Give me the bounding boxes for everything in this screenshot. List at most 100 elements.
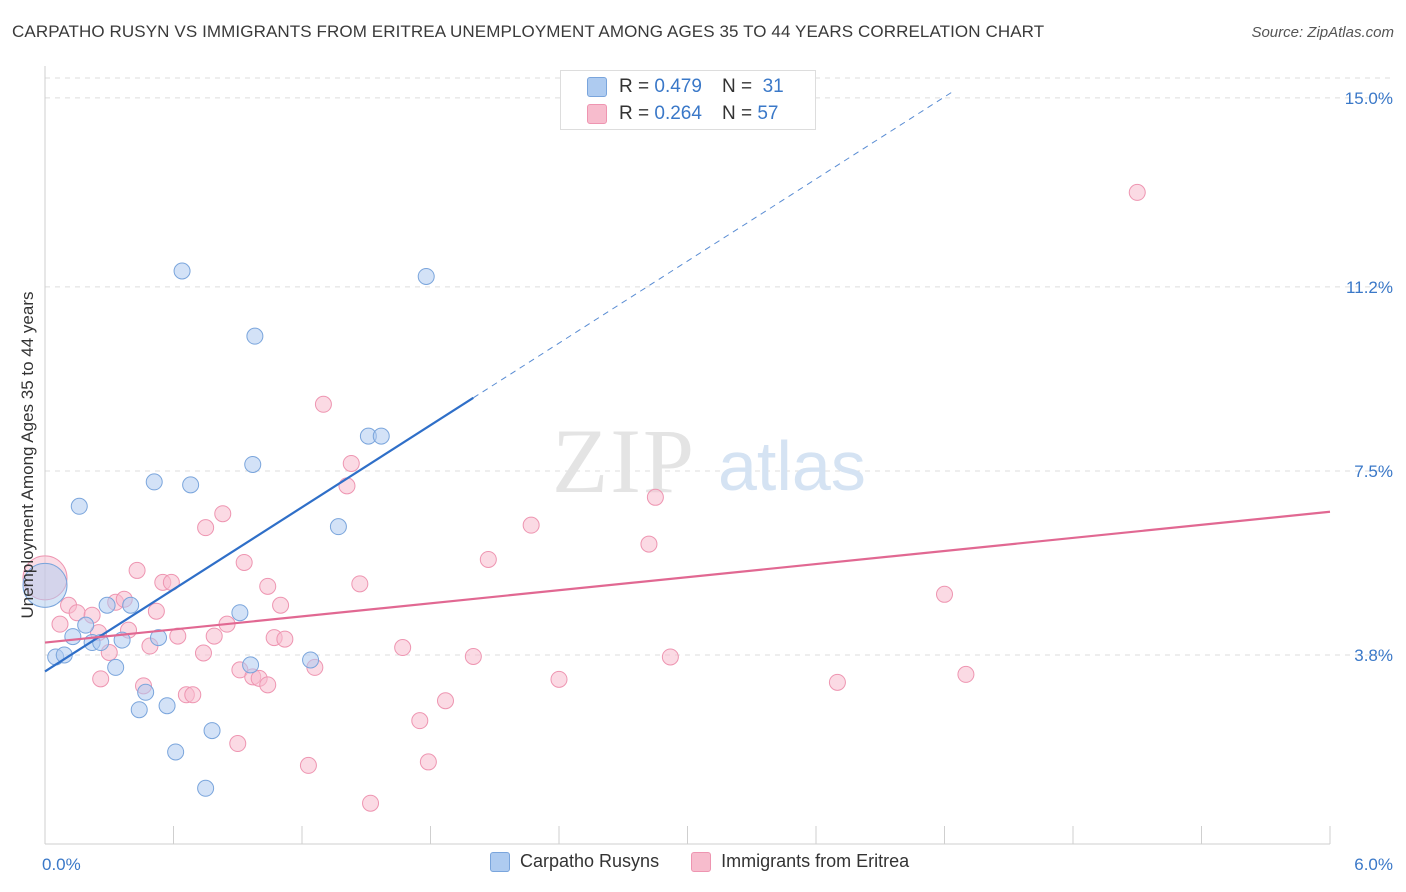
carpatho-point — [70, 497, 88, 515]
eritrea-point — [276, 630, 294, 648]
carpatho-point — [122, 596, 140, 614]
carpatho-point — [417, 267, 435, 285]
carpatho-point — [130, 701, 148, 719]
y-tick-label: 3.8% — [1354, 646, 1393, 665]
carpatho-point — [77, 616, 95, 634]
legend-n-label: N = — [721, 76, 753, 97]
eritrea-point — [828, 673, 846, 691]
eritrea-point — [1128, 183, 1146, 201]
y-tick-label: 15.0% — [1345, 89, 1393, 108]
carpatho-trend-extension — [473, 89, 956, 399]
carpatho-trend-line — [44, 396, 474, 673]
carpatho-point — [137, 683, 155, 701]
legend-row-carpatho: R = 0.479 N = 31 — [587, 75, 784, 99]
carpatho-point — [167, 743, 185, 761]
carpatho-point — [158, 697, 176, 715]
carpatho-point — [246, 327, 264, 345]
eritrea-point — [342, 454, 360, 472]
legend-r-value: 0.264 — [654, 103, 702, 124]
eritrea-point — [197, 519, 215, 537]
eritrea-point — [147, 602, 165, 620]
y-tick-label: 11.2% — [1346, 278, 1393, 297]
legend-n-label: N = — [721, 103, 753, 124]
legend-item-carpatho: Carpatho Rusyns — [490, 851, 659, 872]
legend-label-carpatho: Carpatho Rusyns — [520, 851, 660, 871]
eritrea-point — [259, 577, 277, 595]
eritrea-point — [92, 670, 110, 688]
eritrea-point — [436, 692, 454, 710]
legend-swatch-pink — [691, 851, 712, 872]
eritrea-point — [646, 488, 664, 506]
eritrea-point — [235, 553, 253, 571]
carpatho-point — [231, 604, 249, 622]
correlation-legend: R = 0.479 N = 31 R = 0.264 N = 57 — [560, 70, 816, 130]
legend-label-eritrea: Immigrants from Eritrea — [721, 851, 910, 871]
carpatho-point — [98, 596, 116, 614]
carpatho-point — [244, 455, 262, 473]
carpatho-point — [242, 656, 260, 674]
eritrea-point — [314, 395, 332, 413]
eritrea-point — [479, 550, 497, 568]
carpatho-point — [22, 562, 68, 608]
legend-n-value: 57 — [757, 103, 779, 124]
eritrea-point — [351, 575, 369, 593]
watermark-zip: ZIP — [552, 410, 696, 512]
x-tick-label: 0.0% — [42, 855, 81, 874]
carpatho-point — [197, 779, 215, 797]
watermark-atlas: atlas — [718, 427, 866, 505]
carpatho-point — [145, 473, 163, 491]
legend-r-label: R = — [619, 103, 650, 124]
eritrea-point — [394, 639, 412, 657]
eritrea-point — [214, 505, 232, 523]
eritrea-point — [184, 686, 202, 704]
eritrea-point — [362, 794, 380, 812]
eritrea-point — [229, 735, 247, 753]
carpatho-point — [329, 518, 347, 536]
eritrea-point — [661, 648, 679, 666]
eritrea-point — [259, 676, 277, 694]
legend-swatch-blue — [587, 77, 607, 97]
axes — [44, 66, 1331, 845]
legend-swatch-blue — [490, 851, 510, 872]
eritrea-point — [51, 615, 69, 633]
legend-r-label: R = — [619, 76, 650, 97]
series-carpatho-points — [22, 262, 435, 797]
eritrea-point — [419, 753, 437, 771]
eritrea-point — [464, 647, 482, 665]
tick-labels: 3.8% 7.5% 11.2% 15.0% 0.0% 6.0% — [42, 89, 1393, 874]
source-label: Source: ZipAtlas.com — [1251, 24, 1394, 41]
y-axis-label: Unemployment Among Ages 35 to 44 years — [18, 291, 37, 619]
eritrea-point — [411, 712, 429, 730]
y-tick-label: 7.5% — [1354, 462, 1393, 481]
carpatho-point — [372, 427, 390, 445]
eritrea-trend-line — [44, 510, 1331, 644]
series-eritrea-points — [22, 183, 1146, 812]
legend-row-eritrea: R = 0.264 N = 57 — [587, 102, 778, 126]
x-tick-label: 6.0% — [1354, 855, 1393, 874]
eritrea-point — [272, 596, 290, 614]
trend-lines — [44, 89, 1331, 673]
eritrea-point — [128, 561, 146, 579]
eritrea-point — [194, 644, 212, 662]
carpatho-point — [107, 658, 125, 676]
legend-swatch-pink — [587, 104, 607, 124]
legend-n-value: 31 — [762, 76, 784, 97]
eritrea-point — [205, 627, 223, 645]
carpatho-point — [150, 629, 168, 647]
carpatho-point — [173, 262, 191, 280]
eritrea-point — [299, 756, 317, 774]
eritrea-point — [936, 585, 953, 603]
eritrea-point — [550, 670, 568, 688]
legend-item-eritrea: Immigrants from Eritrea — [691, 851, 909, 872]
eritrea-point — [640, 535, 658, 553]
carpatho-point — [203, 722, 221, 740]
watermark: ZIP atlas — [552, 410, 866, 512]
series-legend: Carpatho Rusyns Immigrants from Eritrea — [490, 851, 941, 872]
legend-r-value: 0.479 — [654, 76, 702, 97]
eritrea-point — [338, 477, 356, 495]
eritrea-point — [522, 516, 540, 534]
carpatho-point — [182, 476, 200, 494]
carpatho-point — [64, 628, 82, 646]
carpatho-point — [302, 651, 320, 669]
